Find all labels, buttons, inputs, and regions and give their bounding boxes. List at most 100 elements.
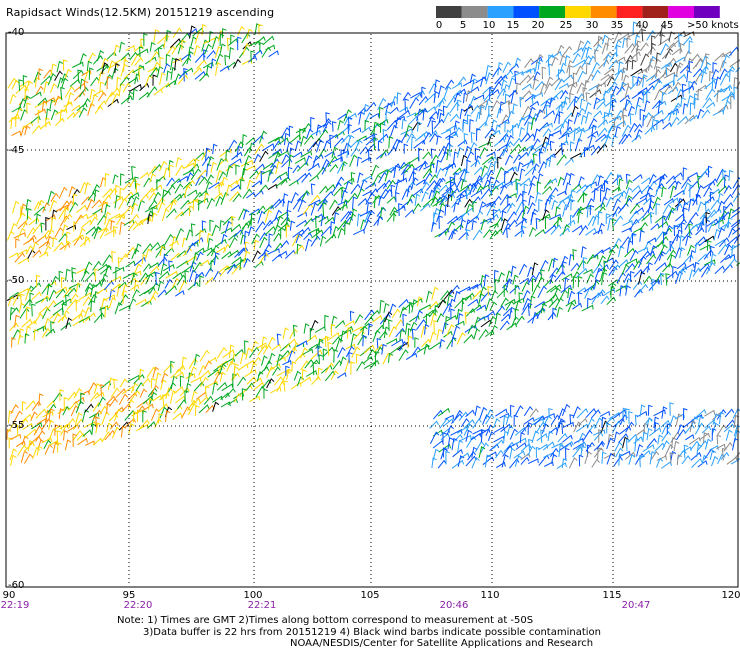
- wind-barb: [685, 235, 692, 246]
- wind-barb: [97, 100, 107, 109]
- wind-barb: [422, 109, 428, 121]
- wind-barb: [376, 151, 387, 160]
- wind-barb: [131, 165, 136, 179]
- wind-barb: [265, 44, 276, 51]
- wind-barb: [716, 409, 727, 420]
- wind-barb: [672, 266, 677, 279]
- wind-barb: [150, 265, 160, 274]
- wind-barb: [430, 148, 436, 159]
- wind-barb: [668, 254, 676, 268]
- wind-barb: [647, 180, 657, 192]
- wind-barb: [56, 430, 62, 443]
- wind-barb: [133, 411, 138, 423]
- wind-barb: [267, 248, 280, 255]
- wind-barb: [300, 376, 312, 385]
- legend-swatch: [461, 6, 488, 18]
- wind-barb: [447, 437, 454, 450]
- wind-barb: [153, 88, 163, 96]
- wind-barb: [150, 408, 160, 421]
- wind-barb: [190, 398, 201, 406]
- wind-barb: [146, 86, 158, 98]
- wind-barb: [496, 287, 509, 299]
- wind-barb: [218, 171, 227, 181]
- wind-barb: [656, 65, 661, 77]
- wind-barb: [110, 219, 116, 231]
- wind-barb: [50, 83, 58, 93]
- wind-barb: [7, 77, 17, 89]
- wind-barb: [635, 128, 643, 140]
- wind-barb: [493, 439, 504, 449]
- wind-barb: [249, 395, 261, 403]
- wind-barb: [486, 151, 496, 157]
- wind-barb: [613, 116, 619, 131]
- lat-tick-40: -40: [8, 27, 25, 38]
- wind-barb: [119, 41, 126, 53]
- wind-barb: [531, 138, 541, 150]
- wind-barb: [436, 209, 445, 223]
- wind-barb: [264, 249, 270, 261]
- wind-barb: [152, 394, 163, 402]
- wind-barb: [710, 245, 715, 257]
- wind-barb: [72, 433, 77, 448]
- wind-barb: [16, 440, 26, 448]
- wind-barb: [96, 49, 105, 62]
- wind-barb: [205, 65, 212, 76]
- wind-barb: [577, 292, 583, 305]
- wind-barb: [400, 163, 411, 175]
- wind-barb: [570, 152, 582, 160]
- wind-barb: [701, 425, 712, 434]
- wind-barb: [333, 212, 340, 224]
- wind-barb: [66, 299, 78, 311]
- wind-barb: [118, 304, 131, 312]
- wind-barb: [648, 280, 660, 292]
- wind-barb: [253, 381, 265, 391]
- wind-barb: [249, 142, 256, 153]
- wind-barb: [431, 221, 437, 232]
- wind-barb: [472, 201, 477, 212]
- wind-barb: [302, 122, 312, 134]
- wind-barb: [646, 417, 653, 429]
- wind-barb: [443, 112, 452, 123]
- wind-barb: [335, 203, 348, 212]
- wind-barb: [19, 206, 25, 219]
- wind-barb: [40, 294, 50, 304]
- wind-barb: [206, 49, 216, 59]
- wind-barb: [258, 23, 263, 35]
- wind-barb: [561, 126, 573, 138]
- wind-barb: [54, 424, 60, 436]
- wind-barb: [519, 126, 525, 137]
- wind-barb: [648, 78, 660, 86]
- wind-barb: [717, 185, 728, 194]
- wind-barb: [681, 201, 689, 212]
- wind-barb: [616, 86, 626, 96]
- wind-barb: [487, 213, 499, 224]
- wind-barb: [77, 227, 86, 241]
- wind-barb: [634, 207, 645, 215]
- wind-barb: [118, 393, 129, 406]
- wind-barb: [237, 36, 242, 51]
- wind-barb: [130, 382, 139, 394]
- wind-barb: [102, 188, 114, 198]
- wind-barb: [317, 367, 323, 380]
- wind-barb: [84, 70, 92, 82]
- wind-barb: [613, 191, 624, 198]
- wind-barb: [134, 256, 146, 267]
- wind-barb: [26, 102, 31, 114]
- wind-barb: [472, 229, 483, 241]
- wind-barb: [521, 225, 527, 238]
- wind-barb: [73, 387, 83, 399]
- wind-barb: [149, 41, 156, 52]
- wind-barb: [442, 302, 453, 315]
- wind-barb: [144, 74, 153, 87]
- wind-barb: [139, 272, 149, 283]
- wind-barb: [219, 43, 226, 54]
- wind-barb: [337, 227, 345, 239]
- wind-barb: [494, 124, 501, 135]
- wind-barb: [638, 271, 646, 285]
- wind-barb: [573, 96, 580, 107]
- wind-barb: [277, 211, 289, 219]
- wind-barb: [503, 430, 509, 443]
- wind-barb: [219, 265, 231, 277]
- wind-barb: [517, 161, 524, 172]
- wind-barb: [605, 213, 611, 224]
